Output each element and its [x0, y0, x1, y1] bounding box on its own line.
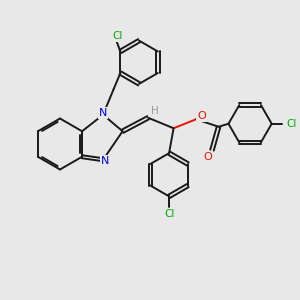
Text: O: O: [197, 111, 206, 121]
Text: O: O: [203, 152, 212, 162]
Text: H: H: [151, 106, 159, 116]
Text: Cl: Cl: [164, 209, 174, 219]
Text: Cl: Cl: [113, 31, 123, 41]
Text: Cl: Cl: [286, 119, 296, 129]
Text: N: N: [100, 156, 109, 166]
Text: N: N: [99, 108, 107, 118]
